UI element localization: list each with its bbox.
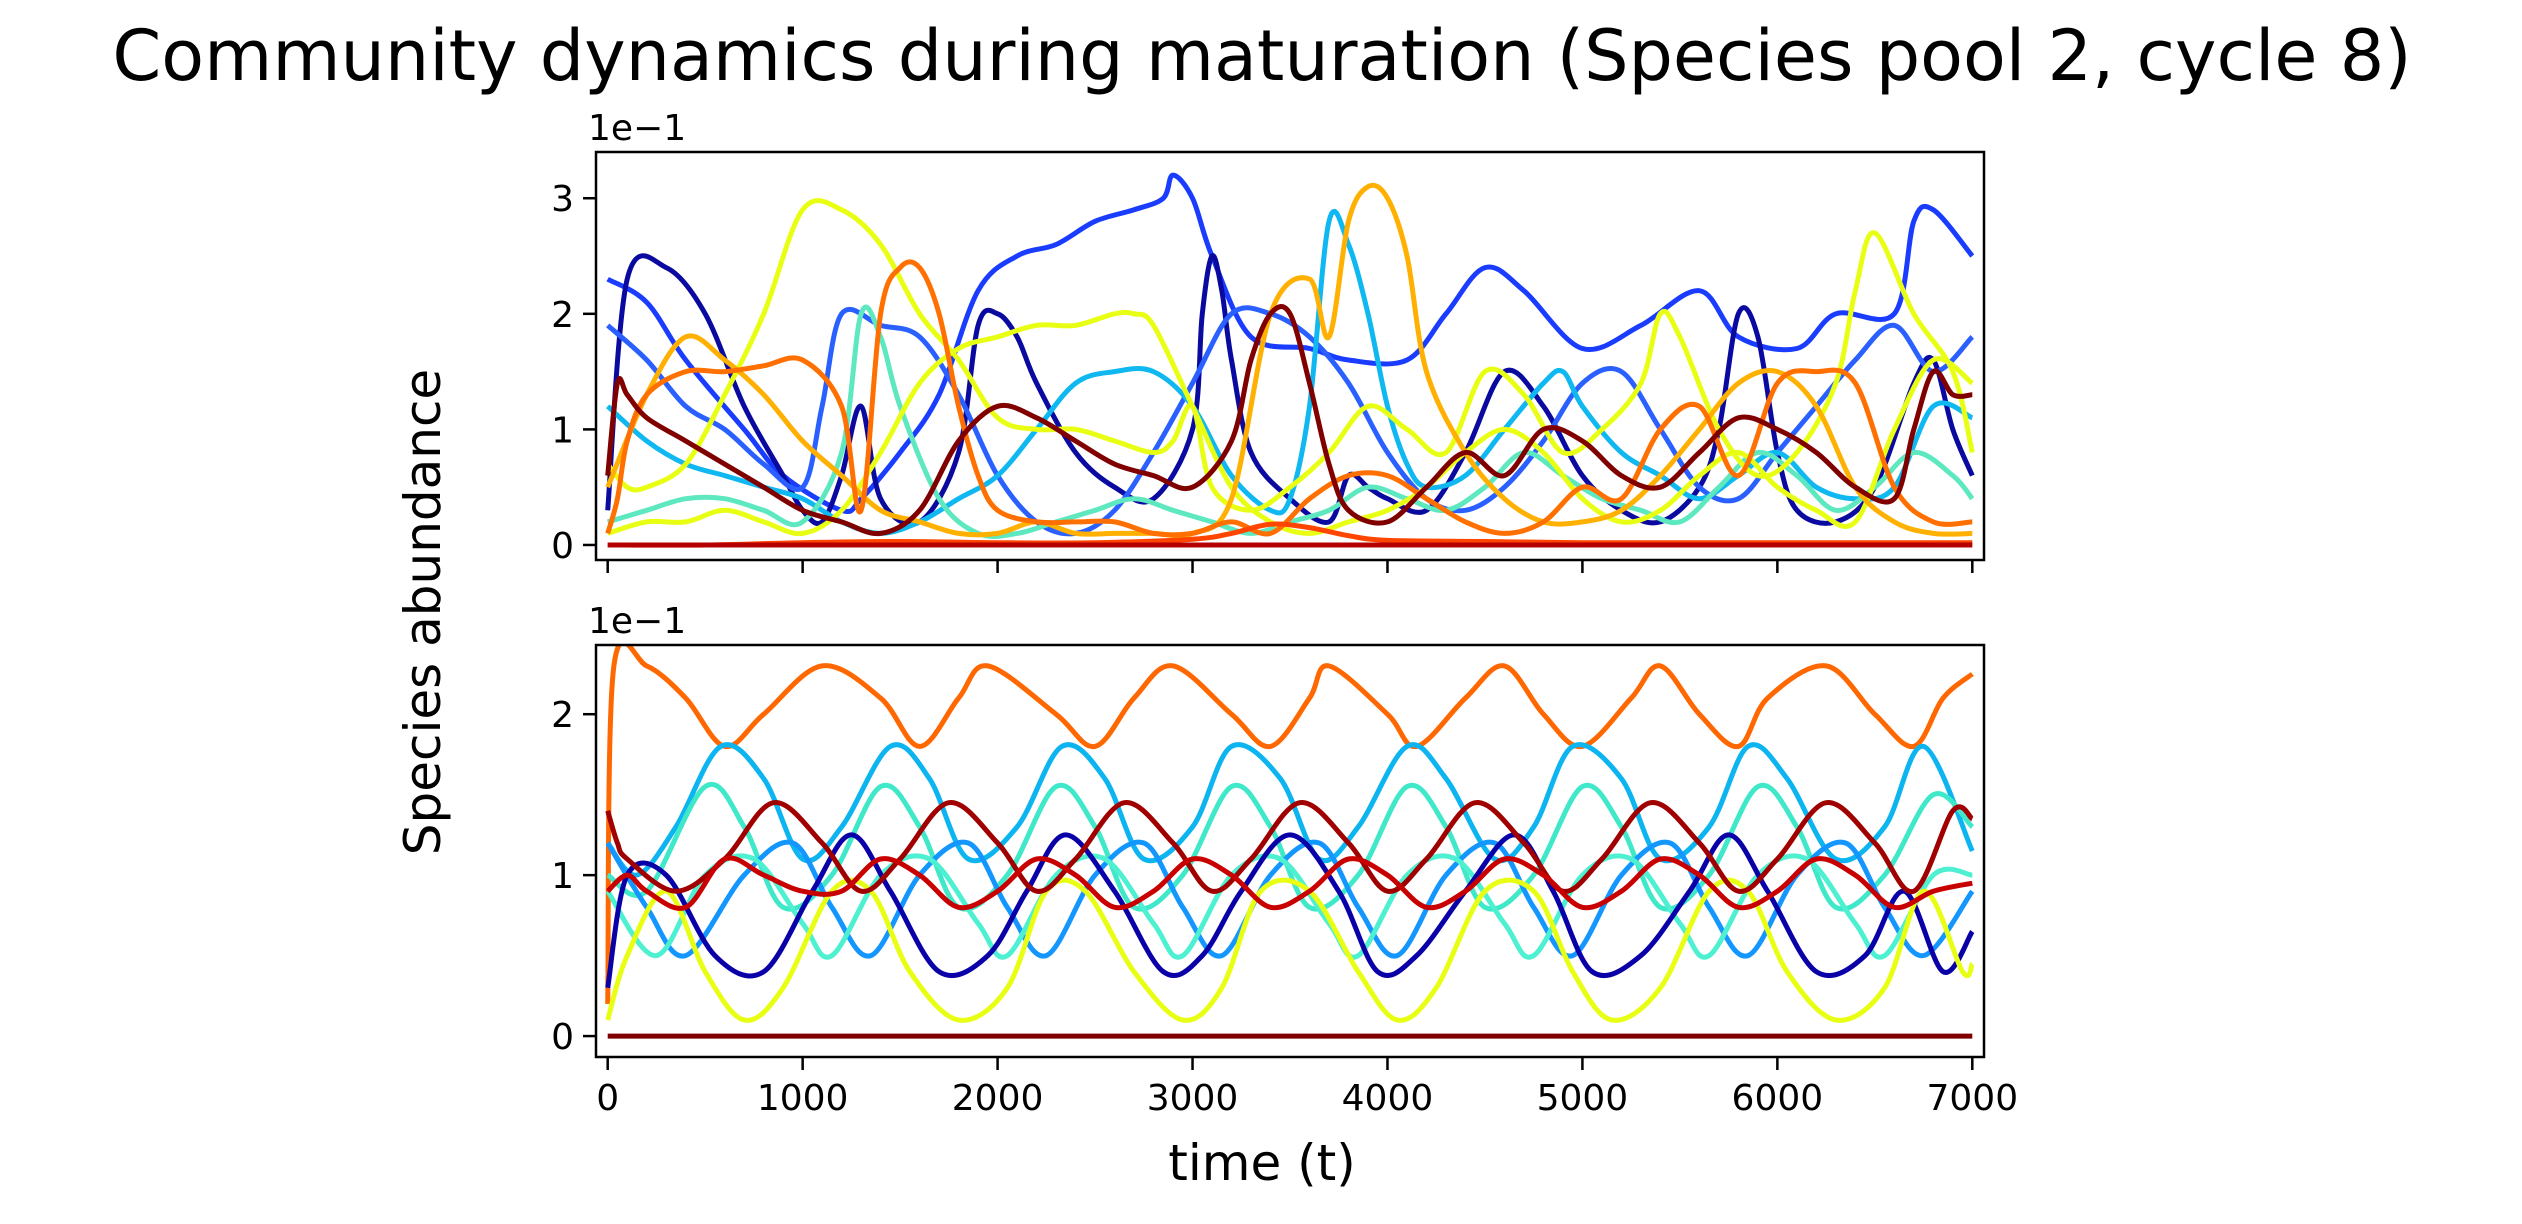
series-line-top-2: [606, 305, 1975, 537]
panel-bottom: 0 1 2 1e−1 0 1000 2000 3000 4000 5000 6000 7000: [551, 601, 2018, 1119]
y-tick-label: 1: [551, 410, 574, 451]
x-tick-label: 2000: [952, 1078, 1044, 1119]
y-tick-label: 2: [551, 295, 574, 336]
series-group: [605, 645, 1975, 1039]
y-tick-label: 0: [551, 1017, 574, 1058]
series-line-top-8: [605, 259, 1973, 538]
x-tick-label: 4000: [1342, 1078, 1434, 1119]
x-tick-label: 1000: [757, 1078, 849, 1119]
series-line-top-9: [607, 521, 1973, 548]
series-line-bottom-0: [605, 645, 1974, 1004]
series-group: [605, 172, 1975, 548]
series-line-bottom-3: [605, 839, 1975, 959]
x-tick-label: 6000: [1732, 1078, 1824, 1119]
chart-title: Community dynamics during maturation (Sp…: [112, 15, 2411, 97]
y-tick-label: 2: [551, 695, 574, 736]
y-offset-text: 1e−1: [588, 601, 686, 642]
series-line-top-10: [605, 304, 1973, 537]
y-offset-text: 1e−1: [588, 108, 686, 149]
x-tick-label: 3000: [1147, 1078, 1239, 1119]
series-line-bottom-6: [605, 877, 1975, 1023]
y-tick-label: 1: [551, 856, 574, 897]
series-line-bottom-1: [605, 742, 1975, 878]
y-tick-label: 0: [551, 526, 574, 567]
series-line-bottom-5: [605, 832, 1975, 989]
x-tick-label: 0: [596, 1078, 619, 1119]
axes-frame: [594, 643, 1986, 1059]
series-line-top-4: [606, 304, 1975, 539]
x-tick-label: 7000: [1926, 1078, 2018, 1119]
series-line-top-1: [605, 253, 1975, 527]
series-line-bottom-7: [605, 800, 1974, 894]
chart-panels: 0 1 2 3 1e−1 0 1 2 1e−1 0 1000 2000 3000 4000 5000 6000…: [551, 108, 2018, 1119]
y-tick-label: 3: [551, 179, 574, 220]
y-axis-label: Species abundance: [394, 369, 452, 855]
x-axis-label: time (t): [1168, 1134, 1355, 1192]
panel-top: 0 1 2 3 1e−1: [551, 108, 1986, 573]
series-line-top-7: [605, 182, 1973, 539]
series-line-top-5: [605, 198, 1975, 513]
series-line-bottom-8: [605, 855, 1973, 911]
axes-frame: [594, 150, 1986, 562]
x-tick-label: 5000: [1537, 1078, 1629, 1119]
